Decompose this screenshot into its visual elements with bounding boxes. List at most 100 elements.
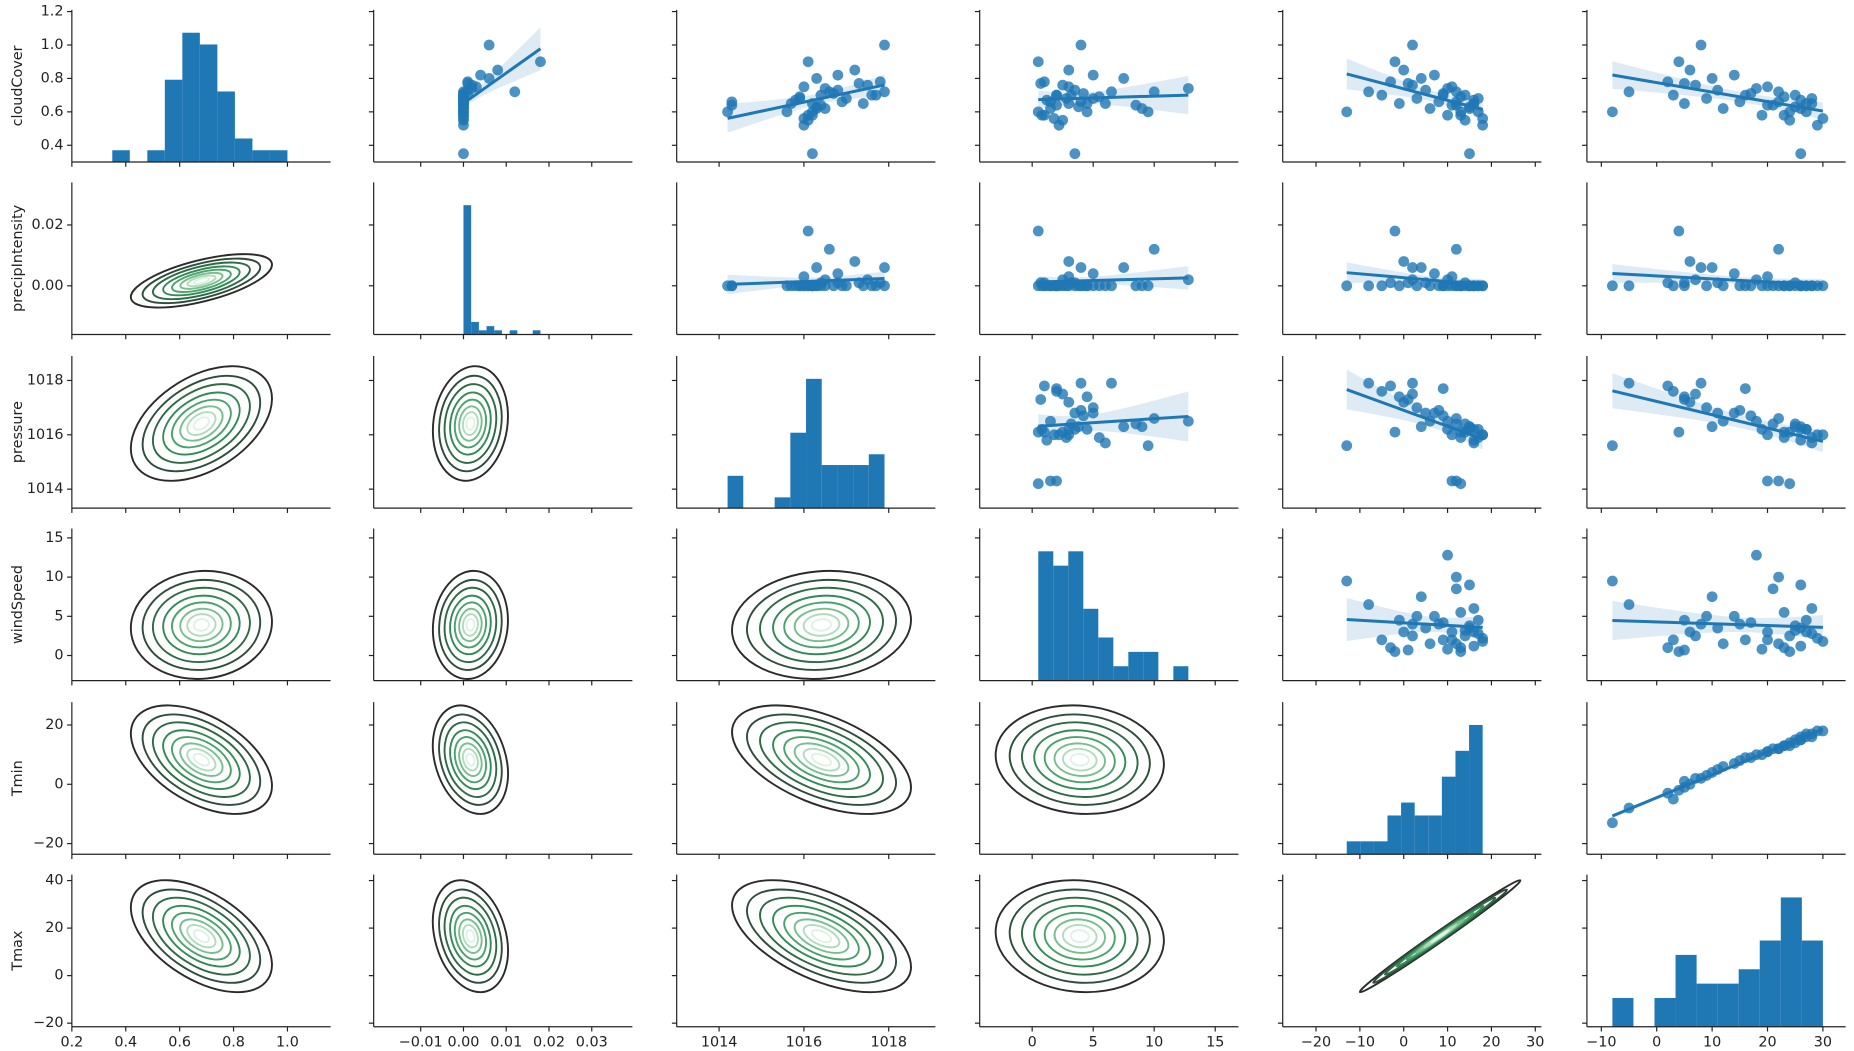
scatter-point [1341, 106, 1353, 118]
scatter-point [1767, 583, 1779, 595]
scatter-point [1450, 243, 1462, 255]
kde-contour [1008, 888, 1151, 984]
scatter-point [1437, 634, 1449, 646]
kde-contour [443, 586, 498, 664]
histogram-bar [532, 330, 541, 335]
scatter-point [1717, 103, 1729, 114]
scatter-point [1690, 388, 1701, 400]
confidence-band [727, 74, 885, 133]
kde-contour [772, 594, 871, 656]
kde-contour [186, 411, 217, 436]
histogram-bar [727, 475, 744, 509]
panel [722, 39, 890, 160]
panel [129, 253, 273, 309]
y-axis-label: Tmin [10, 760, 26, 797]
scatter-point [1623, 599, 1635, 610]
regression-line [1611, 727, 1824, 818]
kde-contour [431, 879, 509, 994]
kde-contour [793, 918, 850, 954]
kde-contour [192, 416, 211, 431]
kde-contour [1069, 752, 1090, 767]
scatter-point [1607, 440, 1618, 452]
scatter-point [1073, 101, 1084, 113]
kde-contour [179, 742, 224, 777]
scatter-point [1706, 73, 1718, 84]
scatter-point [1063, 256, 1075, 267]
scatter-point [1477, 113, 1489, 124]
histogram-bar [1346, 841, 1361, 855]
scatter-point [1446, 475, 1458, 487]
kde-contour [994, 704, 1165, 815]
panel [731, 879, 912, 994]
scatter-point [857, 98, 869, 109]
scatter-point [1398, 64, 1410, 76]
histogram-bar [1401, 802, 1415, 855]
kde-contour [461, 924, 479, 949]
scatter-point [483, 39, 495, 51]
scatter-point [1450, 583, 1462, 595]
y-tick-label: −20 [33, 836, 63, 852]
scatter-point [1701, 402, 1712, 414]
kde-contour [443, 721, 498, 798]
panel [129, 365, 273, 482]
kde-contour [151, 261, 251, 301]
scatter-point [1607, 106, 1618, 118]
scatter-point [1118, 73, 1130, 84]
scatter-point [1762, 475, 1773, 487]
x-tick-label: 0.6 [168, 1034, 191, 1050]
scatter-point [1679, 98, 1690, 109]
panel [129, 704, 273, 815]
kde-contour [171, 601, 232, 649]
scatter-point [1048, 429, 1060, 441]
scatter-point [1402, 394, 1414, 405]
scatter-point [1806, 603, 1818, 614]
histogram-bar [164, 79, 183, 163]
regression-line [727, 83, 885, 120]
scatter-point [802, 225, 814, 237]
panel [727, 378, 885, 509]
scatter-point [1099, 280, 1111, 292]
y-tick-label: 0 [54, 968, 63, 984]
scatter-point [1063, 81, 1075, 93]
kde-contour [458, 607, 483, 643]
scatter-point [1035, 78, 1047, 89]
regression-line [1346, 618, 1483, 629]
kde-contour [171, 398, 232, 449]
scatter-point [879, 39, 890, 51]
panel [431, 704, 509, 815]
scatter-point [1407, 39, 1418, 51]
histogram-bar [112, 150, 130, 163]
scatter-point [1455, 106, 1467, 118]
scatter-point [1341, 280, 1353, 292]
scatter-point [1415, 73, 1427, 84]
scatter-point [1415, 421, 1427, 433]
kde-contour [1033, 729, 1127, 791]
x-tick-label: 15 [1206, 1034, 1224, 1050]
kde-contour [449, 391, 492, 456]
kde-contour [465, 752, 476, 767]
scatter-point [1695, 262, 1707, 273]
kde-contour [162, 904, 241, 968]
histogram-bar [147, 150, 165, 163]
scatter-point [1745, 88, 1757, 99]
y-axis-label: cloudCover [10, 45, 26, 126]
scatter-point [1468, 640, 1480, 652]
histogram-bar [1780, 897, 1802, 1027]
panel [1607, 225, 1829, 292]
scatter-point [1756, 109, 1768, 121]
y-axis-label: windSpeed [10, 565, 26, 644]
scatter-point [726, 99, 738, 111]
kde-contour [129, 704, 273, 815]
regression-line [1038, 414, 1189, 428]
scatter-point [1450, 413, 1462, 424]
scatter-point [832, 268, 844, 280]
scatter-point [535, 56, 546, 68]
panel [431, 569, 509, 680]
y-tick-label: 0.02 [31, 217, 63, 233]
scatter-point [1148, 86, 1160, 98]
scatter-point [492, 64, 504, 76]
scatter-point [1081, 423, 1093, 435]
scatter-point [1051, 383, 1062, 395]
panel [1032, 39, 1194, 160]
